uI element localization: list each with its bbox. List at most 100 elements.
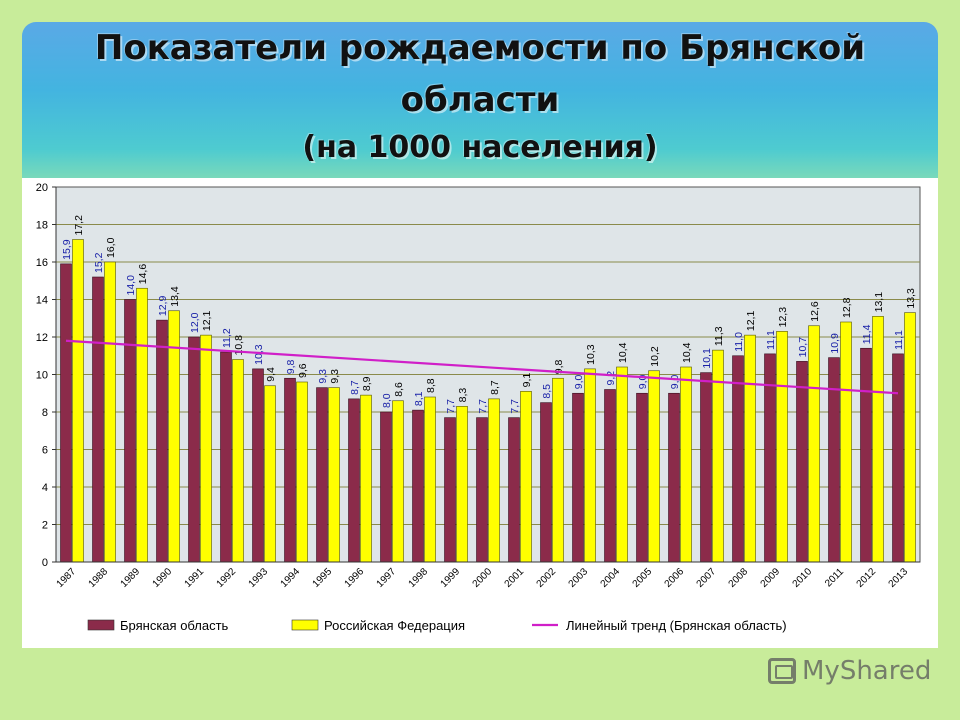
bar-bryansk <box>444 417 456 563</box>
bar-russia <box>872 316 884 563</box>
bar-bryansk <box>732 355 744 563</box>
data-label-russia: 10,3 <box>585 344 597 365</box>
bar-bryansk <box>284 377 296 563</box>
slide-title-line-1: Показатели рождаемости по Брянской <box>94 28 866 68</box>
bar-russia <box>840 321 852 563</box>
data-label-bryansk: 7,7 <box>445 399 457 414</box>
bar-bryansk <box>572 392 584 563</box>
y-tick-label: 16 <box>36 257 48 269</box>
legend-swatch-russia <box>291 619 319 631</box>
watermark-text: MyShared <box>802 656 932 686</box>
legend-swatch-bryansk <box>87 619 115 631</box>
data-label-bryansk: 7,7 <box>509 399 521 414</box>
bar-bryansk <box>188 336 200 563</box>
bar-bryansk <box>540 402 552 563</box>
data-label-bryansk: 11,2 <box>221 328 233 348</box>
bar-russia <box>904 312 916 563</box>
bar-russia <box>616 366 628 563</box>
data-label-bryansk: 9,0 <box>573 374 585 389</box>
data-label-bryansk: 10,9 <box>829 333 841 354</box>
data-label-bryansk: 15,9 <box>61 239 73 260</box>
bar-russia <box>72 239 84 563</box>
bar-russia <box>360 394 372 563</box>
trend-line <box>65 339 899 395</box>
y-tick-label: 20 <box>36 182 48 194</box>
bar-bryansk <box>700 372 712 563</box>
bar-russia <box>136 287 148 563</box>
data-label-russia: 9,1 <box>521 373 533 388</box>
data-label-bryansk: 12,9 <box>157 296 169 317</box>
myshared-logo-icon <box>768 658 796 684</box>
bar-bryansk <box>892 353 904 563</box>
data-label-bryansk: 11,1 <box>893 330 905 350</box>
data-label-bryansk: 11,0 <box>733 332 745 352</box>
y-tick-label: 18 <box>36 220 48 232</box>
data-label-russia: 12,1 <box>745 311 757 332</box>
bar-russia <box>584 368 596 563</box>
data-label-russia: 12,8 <box>841 297 853 318</box>
data-label-bryansk: 10,7 <box>797 337 809 358</box>
bar-russia <box>648 370 660 563</box>
data-label-bryansk: 12,0 <box>189 312 201 333</box>
slide-header-background <box>22 22 938 192</box>
data-label-russia: 13,1 <box>873 292 885 313</box>
data-label-russia: 8,6 <box>393 382 405 397</box>
y-tick-label: 14 <box>36 295 48 307</box>
bar-bryansk <box>220 351 232 563</box>
bar-russia <box>392 400 404 563</box>
data-label-russia: 8,8 <box>425 378 437 393</box>
y-tick-label: 6 <box>42 445 48 457</box>
y-tick-label: 4 <box>42 482 48 494</box>
data-label-russia: 10,2 <box>649 346 661 367</box>
bar-russia <box>680 366 692 563</box>
data-label-russia: 12,1 <box>201 311 213 332</box>
data-label-russia: 9,4 <box>265 367 277 382</box>
data-label-bryansk: 11,1 <box>765 330 777 350</box>
legend-label-bryansk: Брянская область <box>120 618 229 633</box>
bar-bryansk <box>60 263 72 563</box>
bar-russia <box>520 391 532 563</box>
bar-bryansk <box>412 409 424 563</box>
legend-label-trend: Линейный тренд (Брянская область) <box>566 618 787 633</box>
data-label-russia: 9,8 <box>553 359 565 374</box>
bar-russia <box>808 325 820 563</box>
bar-bryansk <box>156 319 168 563</box>
bar-russia <box>424 396 436 563</box>
y-tick-label: 0 <box>42 557 48 569</box>
data-label-russia: 8,7 <box>489 380 501 395</box>
bar-russia <box>744 334 756 563</box>
bar-bryansk <box>348 398 360 563</box>
bar-russia <box>264 385 276 563</box>
bar-bryansk <box>636 392 648 563</box>
bar-russia <box>104 261 116 563</box>
data-label-russia: 16,0 <box>105 237 117 258</box>
bar-russia <box>456 406 468 563</box>
bar-russia <box>552 377 564 563</box>
bar-bryansk <box>124 299 136 563</box>
data-label-russia: 9,3 <box>329 369 341 384</box>
data-label-bryansk: 14,0 <box>125 275 137 296</box>
watermark: MyShared <box>768 656 931 686</box>
bar-russia <box>200 334 212 563</box>
data-label-bryansk: 11,4 <box>861 324 873 344</box>
data-label-bryansk: 9,3 <box>317 369 329 384</box>
data-label-bryansk: 8,7 <box>349 380 361 395</box>
data-label-russia: 9,6 <box>297 363 309 378</box>
bar-russia <box>296 381 308 563</box>
data-label-bryansk: 7,7 <box>477 399 489 414</box>
data-label-russia: 10,4 <box>617 342 629 363</box>
bar-russia <box>776 331 788 563</box>
y-tick-label: 10 <box>36 370 48 382</box>
legend-label-russia: Российская Федерация <box>324 618 465 633</box>
bar-bryansk <box>476 417 488 563</box>
data-label-bryansk: 9,8 <box>285 359 297 374</box>
bar-bryansk <box>380 411 392 563</box>
data-label-russia: 11,3 <box>713 326 725 346</box>
data-label-bryansk: 9,2 <box>605 371 617 386</box>
bar-bryansk <box>92 276 104 563</box>
data-label-russia: 14,6 <box>137 264 149 285</box>
bar-bryansk <box>668 392 680 563</box>
data-label-russia: 10,8 <box>233 335 245 356</box>
data-label-russia: 10,4 <box>681 342 693 363</box>
